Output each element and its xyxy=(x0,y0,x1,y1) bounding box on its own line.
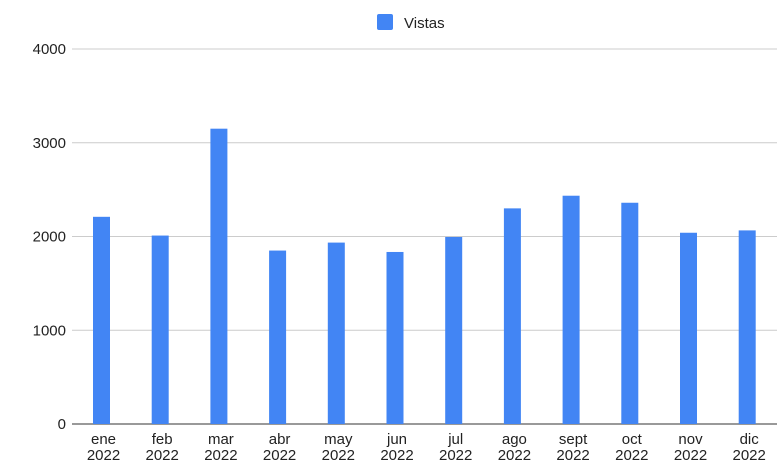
bar-ene xyxy=(93,216,110,424)
bar-may xyxy=(327,242,345,424)
bar-jun xyxy=(386,251,404,424)
y-tick-label-1000: 1000 xyxy=(33,322,66,339)
x-tick-label-abr: abr 2022 xyxy=(263,431,296,464)
legend-label-vistas: Vistas xyxy=(404,15,445,32)
x-tick-month-feb: feb xyxy=(152,431,173,448)
legend: Vistas xyxy=(377,14,445,32)
x-tick-month-abr: abr xyxy=(269,431,291,448)
x-tick-label-sept: sept 2022 xyxy=(556,431,589,464)
grid-lines xyxy=(72,48,777,425)
y-tick-label-2000: 2000 xyxy=(33,229,66,246)
x-tick-label-jul: jul 2022 xyxy=(439,431,472,464)
x-tick-label-dic: dic 2022 xyxy=(733,431,766,464)
y-axis: 0 1000 2000 3000 4000 xyxy=(33,41,66,433)
x-tick-year-ene: 2022 xyxy=(87,447,120,464)
x-tick-year-sept: 2022 xyxy=(556,447,589,464)
x-tick-year-jul: 2022 xyxy=(439,447,472,464)
bar-ago xyxy=(503,208,521,424)
bar-jul xyxy=(445,236,463,424)
legend-swatch-vistas xyxy=(377,14,393,30)
x-tick-label-mar: mar 2022 xyxy=(204,431,237,464)
bar-oct xyxy=(621,202,639,424)
bar-nov xyxy=(680,232,697,424)
x-tick-label-nov: nov 2022 xyxy=(674,431,707,464)
x-tick-year-may: 2022 xyxy=(322,447,355,464)
bars xyxy=(93,128,756,424)
x-tick-month-dic: dic xyxy=(740,431,760,448)
x-tick-label-feb: feb 2022 xyxy=(146,431,179,464)
x-tick-label-may: may 2022 xyxy=(322,431,355,464)
bar-sept xyxy=(562,195,580,424)
x-tick-label-ago: ago 2022 xyxy=(498,431,531,464)
x-tick-year-mar: 2022 xyxy=(204,447,237,464)
x-tick-year-nov: 2022 xyxy=(674,447,707,464)
bar-abr xyxy=(269,250,287,424)
x-tick-year-oct: 2022 xyxy=(615,447,648,464)
x-tick-month-ago: ago xyxy=(502,431,527,448)
y-tick-label-0: 0 xyxy=(58,416,66,433)
x-tick-label-jun: jun 2022 xyxy=(380,431,413,464)
x-tick-month-jun: jun xyxy=(386,431,407,448)
bar-mar xyxy=(210,128,228,424)
x-tick-month-mar: mar xyxy=(208,431,234,448)
x-tick-label-oct: oct 2022 xyxy=(615,431,648,464)
x-tick-month-may: may xyxy=(324,431,353,448)
bar-feb xyxy=(151,235,169,424)
y-tick-label-4000: 4000 xyxy=(33,41,66,58)
x-tick-month-nov: nov xyxy=(678,431,703,448)
x-tick-month-jul: jul xyxy=(447,431,463,448)
x-tick-year-feb: 2022 xyxy=(146,447,179,464)
x-tick-year-ago: 2022 xyxy=(498,447,531,464)
x-tick-month-oct: oct xyxy=(622,431,643,448)
x-tick-month-sept: sept xyxy=(559,431,588,448)
x-tick-year-abr: 2022 xyxy=(263,447,296,464)
x-tick-month-ene: ene xyxy=(91,431,116,448)
bar-dic xyxy=(738,230,756,424)
x-tick-year-jun: 2022 xyxy=(380,447,413,464)
x-tick-label-ene: ene 2022 xyxy=(87,431,120,464)
x-tick-year-dic: 2022 xyxy=(733,447,766,464)
y-tick-label-3000: 3000 xyxy=(33,135,66,152)
